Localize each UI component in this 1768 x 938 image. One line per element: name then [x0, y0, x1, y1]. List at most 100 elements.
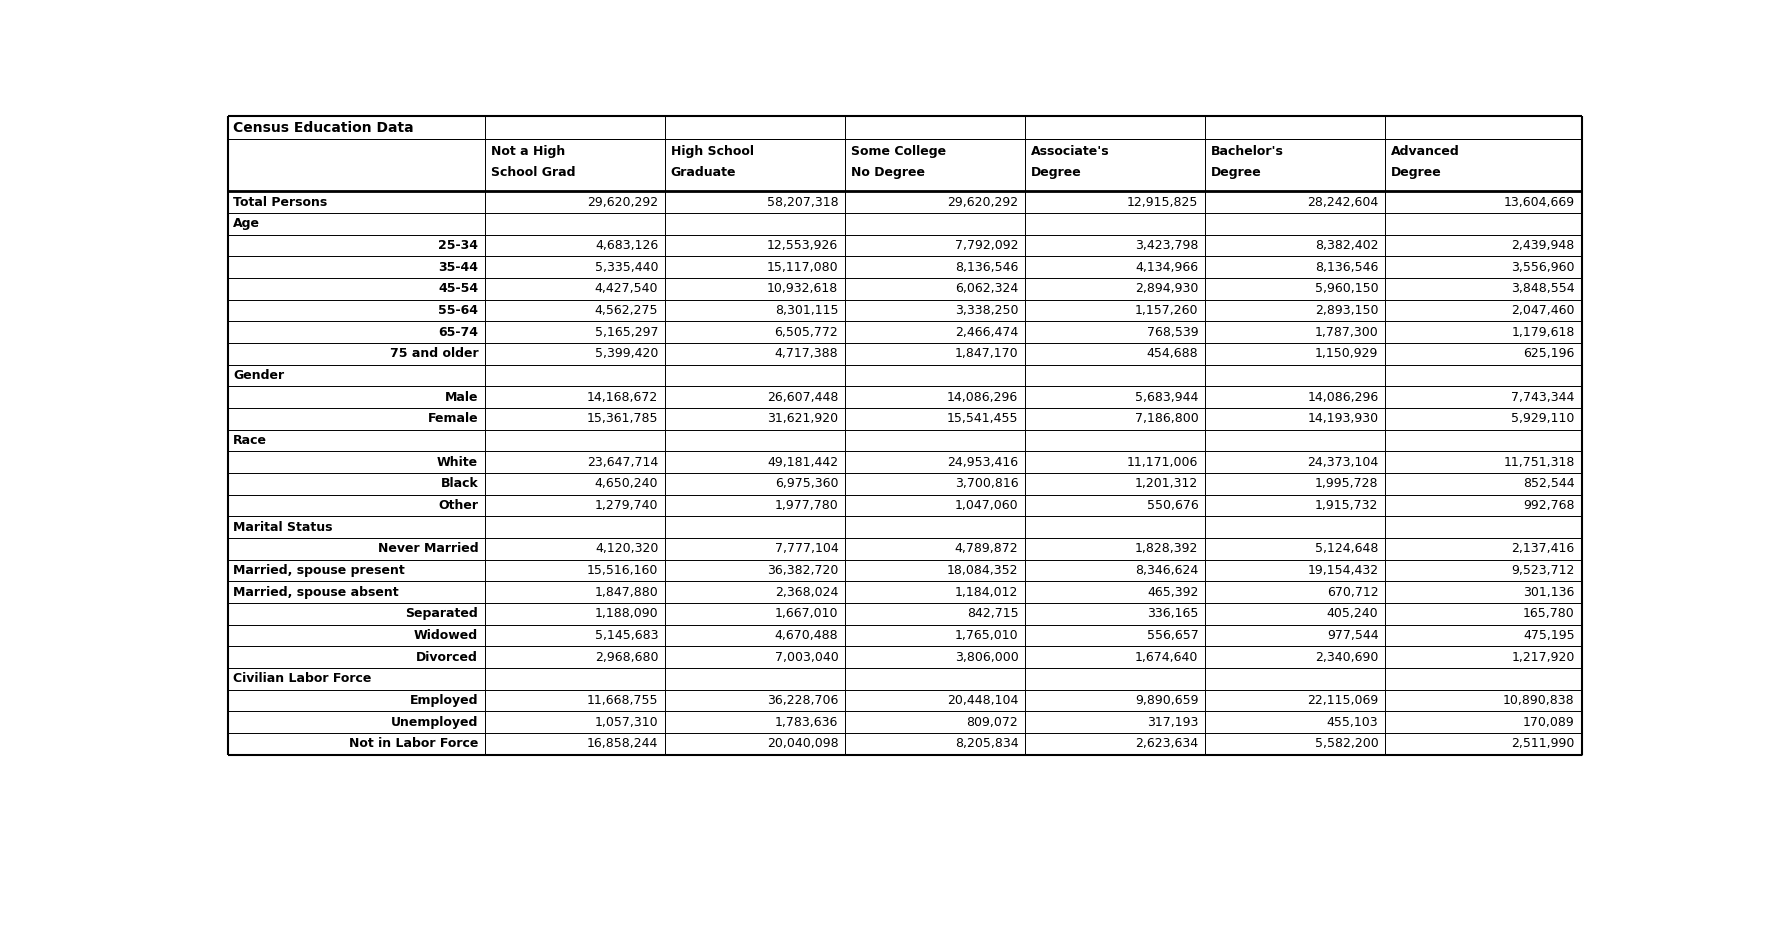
Text: 2,894,930: 2,894,930 — [1135, 282, 1199, 295]
Text: 4,650,240: 4,650,240 — [594, 477, 658, 491]
Text: 29,620,292: 29,620,292 — [587, 196, 658, 208]
Text: Gender: Gender — [233, 369, 285, 382]
Text: 16,858,244: 16,858,244 — [587, 737, 658, 750]
Text: 20,040,098: 20,040,098 — [767, 737, 838, 750]
Text: Bachelor's: Bachelor's — [1211, 145, 1284, 159]
Text: 405,240: 405,240 — [1326, 607, 1379, 620]
Text: 1,783,636: 1,783,636 — [774, 716, 838, 729]
Text: 15,117,080: 15,117,080 — [767, 261, 838, 274]
Text: 4,120,320: 4,120,320 — [594, 542, 658, 555]
Text: Age: Age — [233, 218, 260, 231]
Text: 2,439,948: 2,439,948 — [1512, 239, 1575, 252]
Text: 852,544: 852,544 — [1524, 477, 1575, 491]
Text: Black: Black — [440, 477, 477, 491]
Text: 8,301,115: 8,301,115 — [774, 304, 838, 317]
Text: 7,003,040: 7,003,040 — [774, 651, 838, 664]
Bar — [228, 278, 1582, 299]
Text: 8,136,546: 8,136,546 — [955, 261, 1018, 274]
Bar — [228, 516, 1582, 538]
Text: 6,062,324: 6,062,324 — [955, 282, 1018, 295]
Text: 1,765,010: 1,765,010 — [955, 629, 1018, 642]
Text: 1,157,260: 1,157,260 — [1135, 304, 1199, 317]
Text: Total Persons: Total Persons — [233, 196, 327, 208]
Text: 556,657: 556,657 — [1147, 629, 1199, 642]
Text: 5,960,150: 5,960,150 — [1315, 282, 1379, 295]
Text: 1,279,740: 1,279,740 — [594, 499, 658, 512]
Text: Never Married: Never Married — [378, 542, 477, 555]
Text: Associate's: Associate's — [1031, 145, 1109, 159]
Text: 465,392: 465,392 — [1147, 585, 1199, 598]
Text: 11,751,318: 11,751,318 — [1503, 456, 1575, 469]
Text: 475,195: 475,195 — [1524, 629, 1575, 642]
Text: 2,047,460: 2,047,460 — [1512, 304, 1575, 317]
Text: 1,201,312: 1,201,312 — [1135, 477, 1199, 491]
Text: Married, spouse present: Married, spouse present — [233, 564, 405, 577]
Bar — [228, 386, 1582, 408]
Text: 768,539: 768,539 — [1147, 325, 1199, 339]
Text: 170,089: 170,089 — [1522, 716, 1575, 729]
Text: 5,145,683: 5,145,683 — [594, 629, 658, 642]
Bar — [228, 689, 1582, 711]
Text: 625,196: 625,196 — [1524, 347, 1575, 360]
Text: 4,427,540: 4,427,540 — [594, 282, 658, 295]
Text: 1,847,880: 1,847,880 — [594, 585, 658, 598]
Text: 12,915,825: 12,915,825 — [1126, 196, 1199, 208]
Bar — [228, 234, 1582, 256]
Text: 3,338,250: 3,338,250 — [955, 304, 1018, 317]
Text: 36,382,720: 36,382,720 — [767, 564, 838, 577]
Text: 11,668,755: 11,668,755 — [587, 694, 658, 707]
Bar — [228, 451, 1582, 473]
Text: 26,607,448: 26,607,448 — [767, 390, 838, 403]
Text: 20,448,104: 20,448,104 — [948, 694, 1018, 707]
Text: 12,553,926: 12,553,926 — [767, 239, 838, 252]
Text: 1,915,732: 1,915,732 — [1315, 499, 1379, 512]
Text: 3,848,554: 3,848,554 — [1512, 282, 1575, 295]
Text: 6,975,360: 6,975,360 — [774, 477, 838, 491]
Bar — [228, 365, 1582, 386]
Text: 19,154,432: 19,154,432 — [1307, 564, 1379, 577]
Text: 4,134,966: 4,134,966 — [1135, 261, 1199, 274]
Text: Separated: Separated — [405, 607, 477, 620]
Bar — [228, 213, 1582, 234]
Bar — [228, 711, 1582, 733]
Bar — [228, 582, 1582, 603]
Bar — [228, 646, 1582, 668]
Text: 8,382,402: 8,382,402 — [1315, 239, 1379, 252]
Bar — [228, 256, 1582, 278]
Text: 24,953,416: 24,953,416 — [948, 456, 1018, 469]
Text: High School: High School — [670, 145, 753, 159]
Bar — [228, 538, 1582, 560]
Text: 1,828,392: 1,828,392 — [1135, 542, 1199, 555]
Text: 6,505,772: 6,505,772 — [774, 325, 838, 339]
Text: 1,047,060: 1,047,060 — [955, 499, 1018, 512]
Text: Advanced: Advanced — [1391, 145, 1460, 159]
Text: 28,242,604: 28,242,604 — [1307, 196, 1379, 208]
Text: 1,217,920: 1,217,920 — [1512, 651, 1575, 664]
Text: 8,136,546: 8,136,546 — [1315, 261, 1379, 274]
Text: 1,179,618: 1,179,618 — [1512, 325, 1575, 339]
Text: 1,847,170: 1,847,170 — [955, 347, 1018, 360]
Text: 4,683,126: 4,683,126 — [596, 239, 658, 252]
Text: Married, spouse absent: Married, spouse absent — [233, 585, 400, 598]
Text: 301,136: 301,136 — [1524, 585, 1575, 598]
Text: 9,890,659: 9,890,659 — [1135, 694, 1199, 707]
Text: 4,789,872: 4,789,872 — [955, 542, 1018, 555]
Text: 2,466,474: 2,466,474 — [955, 325, 1018, 339]
Bar — [228, 408, 1582, 430]
Text: 550,676: 550,676 — [1147, 499, 1199, 512]
Text: 75 and older: 75 and older — [389, 347, 477, 360]
Text: 14,193,930: 14,193,930 — [1307, 413, 1379, 425]
Text: 1,995,728: 1,995,728 — [1315, 477, 1379, 491]
Bar — [228, 191, 1582, 213]
Text: Some College: Some College — [850, 145, 946, 159]
Text: 45-54: 45-54 — [438, 282, 477, 295]
Text: Male: Male — [446, 390, 477, 403]
Bar — [228, 343, 1582, 365]
Text: 18,084,352: 18,084,352 — [948, 564, 1018, 577]
Text: 36,228,706: 36,228,706 — [767, 694, 838, 707]
Bar — [228, 430, 1582, 451]
Text: 2,968,680: 2,968,680 — [594, 651, 658, 664]
Text: 5,582,200: 5,582,200 — [1315, 737, 1379, 750]
Text: 4,717,388: 4,717,388 — [774, 347, 838, 360]
Text: 29,620,292: 29,620,292 — [948, 196, 1018, 208]
